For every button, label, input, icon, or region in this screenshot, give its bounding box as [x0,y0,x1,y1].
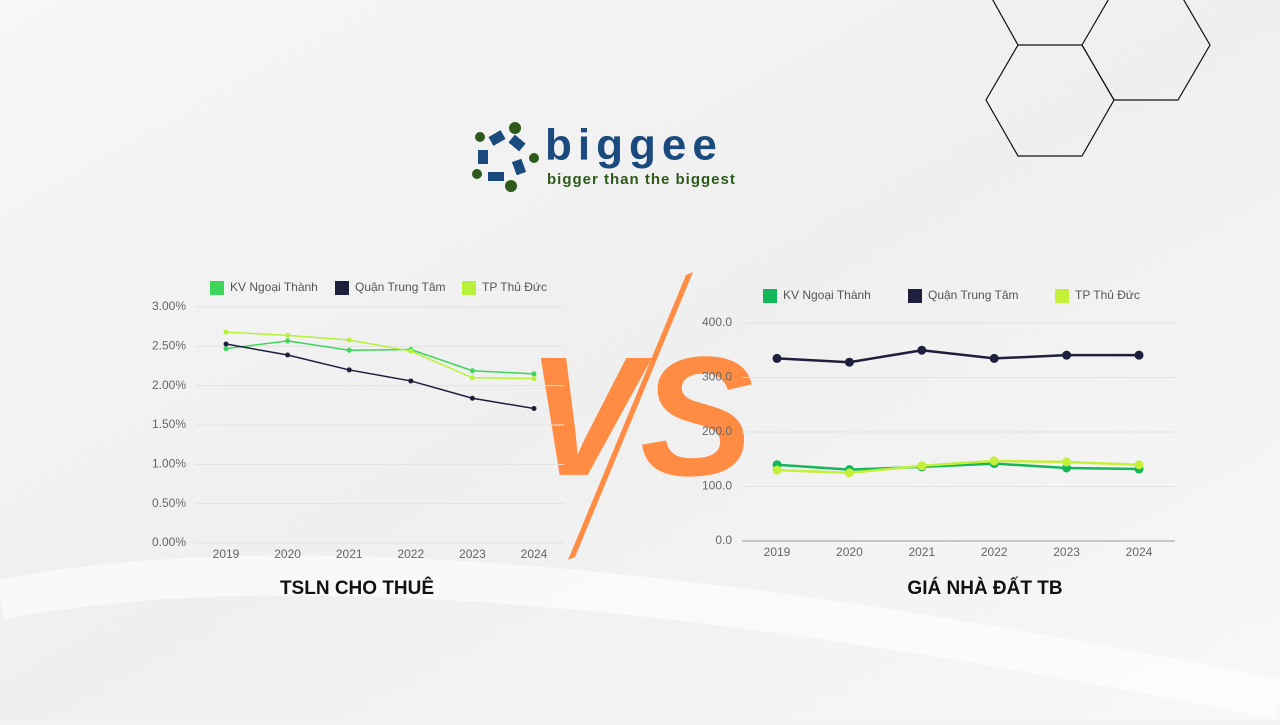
legend-label: TP Thủ Đức [482,280,547,294]
x-tick-label: 2020 [274,547,301,561]
x-tick-label: 2023 [1053,545,1080,559]
legend-label: Quận Trung Tâm [355,280,446,294]
point [531,371,537,377]
x-tick-label: 2023 [459,547,486,561]
x-tick-label: 2024 [521,547,548,561]
legend-label: Quận Trung Tâm [928,288,1019,302]
point [1134,350,1144,360]
x-tick-label: 2020 [836,545,863,559]
point [346,347,352,353]
legend-swatch [210,281,224,295]
x-tick-label: 2024 [1126,545,1153,559]
series-line [776,459,1140,475]
y-tick-label: 0.50% [152,496,186,510]
y-tick-label: 3.00% [152,299,186,313]
legend-swatch [908,289,922,303]
point [531,376,537,382]
legend-swatch [462,281,476,295]
point [1062,350,1072,360]
legend-label: KV Ngoại Thành [230,280,318,294]
point [917,345,927,355]
legend-label: KV Ngoại Thành [783,288,871,302]
x-tick-label: 2019 [213,547,240,561]
point [844,357,854,367]
y-tick-label: 200.0 [702,424,732,438]
legend-label: TP Thủ Đức [1075,288,1140,302]
logo-icon [472,122,539,192]
point [989,456,999,466]
chart-title: GIÁ NHÀ ĐẤT TB [907,577,1062,599]
vs-mark: VS [527,322,754,512]
hexagons [985,0,1211,157]
series-line [776,462,1140,471]
point [469,368,475,374]
point [285,338,291,344]
x-tick-label: 2022 [981,545,1008,559]
point [1134,460,1144,470]
logo-tagline: bigger than the biggest [547,171,736,188]
series-line [776,348,1139,364]
series-line [225,331,535,380]
x-tick-label: 2022 [397,547,424,561]
x-tick-label: 2021 [336,547,363,561]
y-tick-label: 300.0 [702,370,732,384]
y-tick-label: 100.0 [702,479,732,493]
point [531,405,537,411]
series-line [225,343,535,410]
point [285,352,291,358]
point [989,353,999,363]
y-tick-label: 1.50% [152,417,186,431]
y-tick-label: 2.50% [152,339,186,353]
y-tick-label: 0.0 [715,533,732,547]
point [1062,457,1072,467]
y-tick-label: 1.00% [152,457,186,471]
vs-slash [568,272,693,560]
y-tick-label: 400.0 [702,315,732,329]
point [408,348,414,354]
point [469,375,475,381]
point [346,337,352,343]
legend-swatch [1055,289,1069,303]
charts: 0.00% 0.50% 1.00% 1.50% 2.00% 2.50% 3.00% 2019 2… [152,280,1175,599]
point [917,461,927,471]
y-tick-label: 2.00% [152,378,186,392]
point [223,341,229,347]
logo-name: biggee [545,121,723,170]
point [346,367,352,373]
point [844,468,854,478]
point [772,465,782,475]
point [223,346,229,352]
point [285,332,291,338]
legend-swatch [335,281,349,295]
legend-swatch [763,289,777,303]
point [469,395,475,401]
y-tick-label: 0.00% [152,535,186,549]
bg-swoosh [0,555,1280,720]
point [772,353,782,363]
chart-title: TSLN CHO THUÊ [280,577,434,599]
series-line [225,340,535,375]
x-tick-label: 2021 [908,545,935,559]
point [223,329,229,335]
x-tick-label: 2019 [764,545,791,559]
point [408,378,414,384]
